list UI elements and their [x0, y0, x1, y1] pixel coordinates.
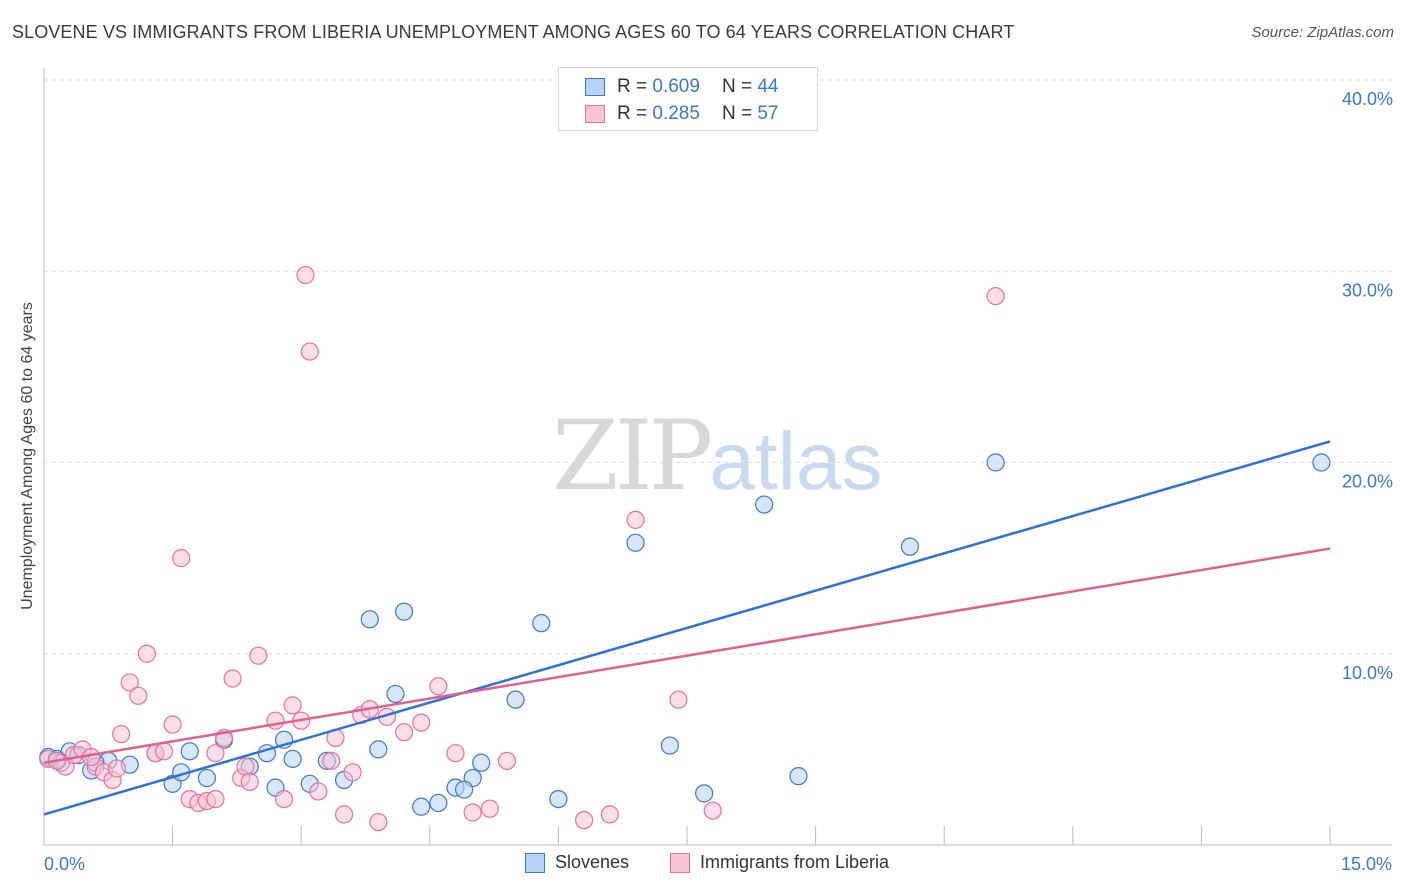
- legend-swatch-pink: [585, 105, 605, 123]
- liberia-point: [223, 669, 242, 688]
- legend-swatch-blue: [525, 852, 545, 873]
- legend-swatch-blue: [585, 78, 605, 96]
- y-tick-label: 40.0%: [1342, 89, 1393, 109]
- liberia-point: [343, 763, 362, 782]
- liberia-point: [154, 742, 174, 761]
- slovenes-point: [412, 797, 431, 816]
- liberia-point: [429, 677, 448, 696]
- liberia-point: [412, 713, 431, 732]
- y-tick-label: 30.0%: [1342, 280, 1393, 300]
- liberia-point: [206, 744, 225, 763]
- liberia-point: [236, 757, 255, 776]
- slovenes-trendline: [43, 440, 1331, 816]
- liberia-point: [163, 715, 182, 734]
- legend-label-liberia: Immigrants from Liberia: [700, 852, 890, 872]
- y-axis-label: Unemployment Among Ages 60 to 64 years: [19, 302, 36, 610]
- liberia-point: [300, 342, 319, 361]
- liberia-point: [480, 799, 499, 818]
- legend-row-liberia: R = 0.285 N = 57: [585, 102, 778, 126]
- liberia-point: [703, 801, 722, 820]
- watermark-zip: ZIP: [552, 400, 713, 512]
- slovenes-point: [429, 793, 448, 813]
- legend-n-value: 57: [757, 103, 779, 124]
- liberia-point: [575, 811, 594, 830]
- liberia-point: [322, 751, 341, 770]
- slovenes-point: [532, 614, 551, 633]
- liberia-point: [206, 789, 225, 809]
- legend-r-label: R =: [617, 76, 648, 97]
- liberia-point: [172, 549, 191, 568]
- liberia-point: [369, 812, 388, 832]
- liberia-point: [446, 744, 465, 763]
- legend-row-slovenes: R = 0.609 N = 44: [585, 75, 778, 99]
- liberia-point: [112, 724, 131, 744]
- slovenes-point: [660, 736, 679, 755]
- legend-swatch-pink: [670, 852, 690, 873]
- liberia-point: [283, 696, 302, 715]
- legend-item-liberia: Immigrants from Liberia: [670, 852, 889, 873]
- slovenes-point: [283, 749, 302, 769]
- slovenes-point: [506, 690, 525, 709]
- slovenes-point: [472, 753, 491, 772]
- slovenes-point: [986, 453, 1005, 472]
- liberia-point: [394, 723, 414, 742]
- legend-label-slovenes: Slovenes: [555, 852, 630, 872]
- stats-legend: R = 0.609 N = 44 R = 0.285 N = 57: [558, 67, 818, 131]
- slovenes-point: [789, 767, 808, 786]
- liberia-point: [249, 646, 268, 665]
- watermark: ZIPatlas: [552, 400, 882, 512]
- liberia-trendline: [43, 547, 1331, 764]
- liberia-point: [986, 287, 1005, 306]
- slovenes-point: [386, 684, 405, 704]
- watermark-atlas: atlas: [709, 416, 883, 507]
- slovenes-point: [755, 495, 774, 514]
- y-tick-label: 10.0%: [1342, 663, 1393, 683]
- slovenes-point: [900, 537, 920, 556]
- x-tick-label-min: 0.0%: [44, 854, 85, 874]
- slovenes-point: [197, 768, 216, 788]
- liberia-point: [137, 644, 156, 663]
- slovenes-point: [454, 780, 474, 799]
- slovenes-point: [394, 602, 414, 621]
- legend-n-label: N =: [721, 76, 753, 97]
- source-label: Source: ZipAtlas.com: [1251, 24, 1394, 41]
- x-tick-label-max: 15.0%: [1341, 854, 1392, 874]
- legend-n-label: N =: [721, 103, 753, 124]
- liberia-point: [240, 772, 259, 791]
- slovenes-point: [369, 740, 388, 759]
- slovenes-point: [180, 742, 199, 761]
- legend-r-label: R =: [617, 103, 648, 124]
- liberia-point: [463, 803, 482, 822]
- liberia-point: [497, 751, 517, 770]
- slovenes-point: [549, 789, 568, 809]
- liberia-point: [334, 805, 354, 824]
- liberia-point: [600, 805, 619, 824]
- liberia-point: [274, 789, 294, 809]
- liberia-point: [107, 759, 126, 778]
- slovenes-point: [695, 784, 714, 803]
- legend-n-value: 44: [757, 76, 779, 97]
- liberia-point: [296, 265, 315, 285]
- liberia-point: [626, 510, 645, 529]
- slovenes-point: [626, 533, 645, 552]
- liberia-point: [669, 690, 688, 709]
- slovenes-point: [360, 610, 379, 629]
- legend-r-value: 0.285: [652, 103, 700, 124]
- liberia-point: [120, 673, 139, 692]
- legend-item-slovenes: Slovenes: [525, 852, 629, 873]
- slovenes-point: [1312, 453, 1331, 472]
- chart-title: SLOVENE VS IMMIGRANTS FROM LIBERIA UNEMP…: [12, 22, 1015, 42]
- liberia-point: [309, 782, 328, 801]
- liberia-point: [266, 711, 285, 730]
- legend-r-value: 0.609: [652, 76, 700, 97]
- liberia-point: [129, 686, 148, 705]
- y-tick-label: 20.0%: [1342, 472, 1393, 492]
